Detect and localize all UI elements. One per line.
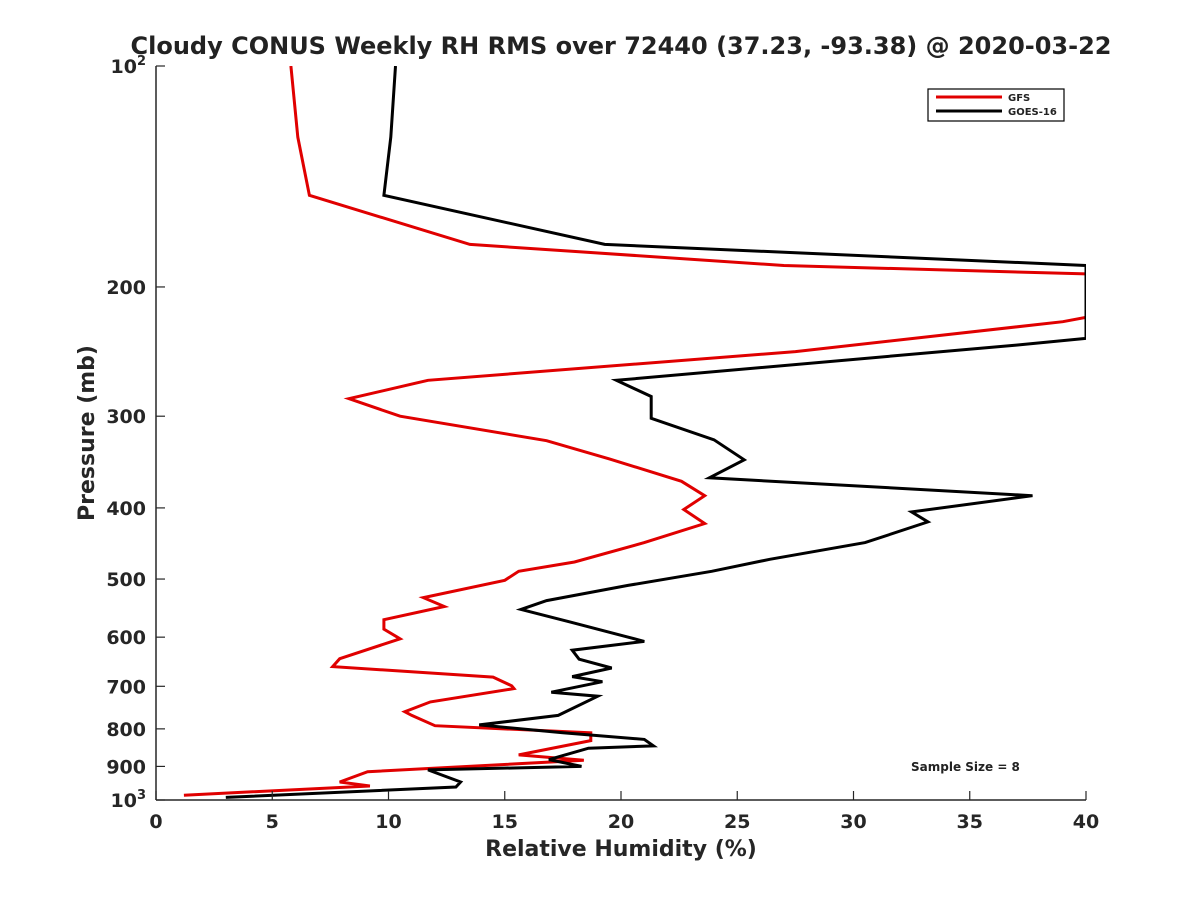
x-tick-label: 40 [1073,811,1099,833]
x-tick-label: 15 [492,811,518,833]
legend-label-goes16: GOES-16 [1008,107,1057,118]
x-tick-label: 5 [266,811,279,833]
x-tick-label: 0 [149,811,162,833]
y-axis-label: Pressure (mb) [75,345,100,521]
y-tick-label: 103 [111,788,147,812]
y-ticks: 102 200 300 400 500 600 700 800 900 103 [106,54,165,812]
y-tick-label: 600 [106,627,146,649]
x-ticks: 0 5 10 15 20 25 30 35 40 [149,791,1099,833]
y-tick-label: 300 [106,406,146,428]
sample-size-annotation: Sample Size = 8 [911,760,1020,774]
y-tick-label: 200 [106,277,146,299]
y-tick-label: 400 [106,498,146,520]
legend-label-gfs: GFS [1008,93,1030,104]
x-tick-label: 25 [724,811,750,833]
y-tick-label: 800 [106,719,146,741]
y-tick-label: 500 [106,569,146,591]
axes [155,66,1086,801]
y-tick-label: 102 [111,54,147,78]
x-axis-label: Relative Humidity (%) [485,837,757,862]
x-tick-label: 35 [957,811,983,833]
x-tick-label: 20 [608,811,634,833]
chart-title: Cloudy CONUS Weekly RH RMS over 72440 (3… [131,32,1112,60]
series-line-goes16 [225,66,1086,799]
x-tick-label: 10 [375,811,401,833]
legend-box [927,88,1065,122]
y-tick-label: 900 [106,756,146,778]
series-line-gfs [183,66,1086,797]
y-tick-label: 700 [106,676,146,698]
x-tick-label: 30 [840,811,866,833]
plot-lines [183,66,1086,799]
legend: GFS GOES-16 [927,88,1065,122]
